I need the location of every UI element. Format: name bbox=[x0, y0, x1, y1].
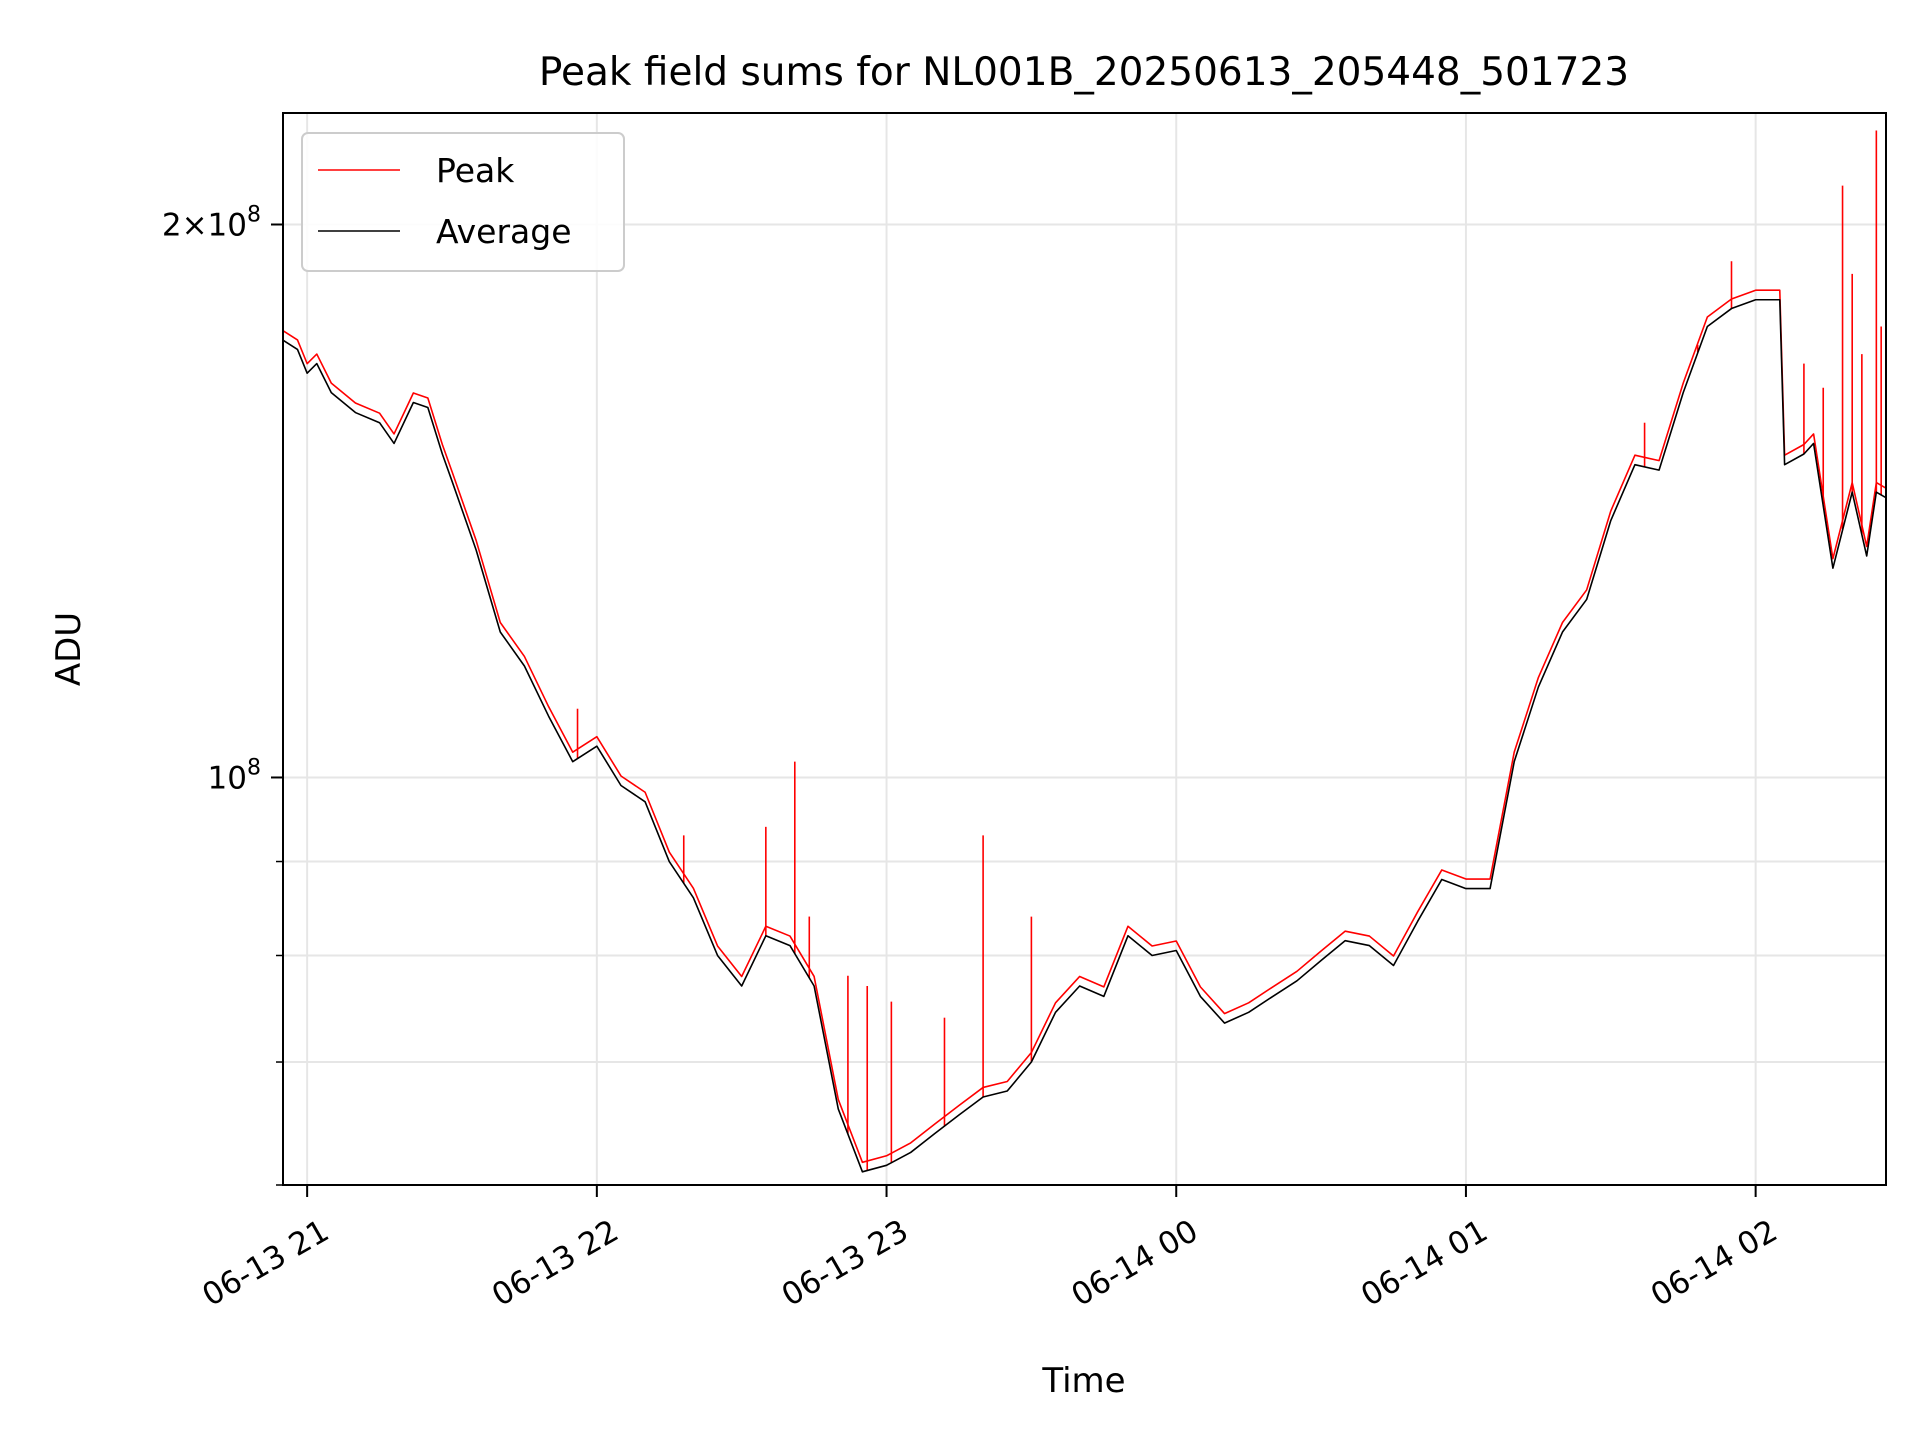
series bbox=[282, 130, 1887, 1173]
x-axis-label: Time bbox=[1041, 1361, 1125, 1401]
legend-label-average: Average bbox=[436, 212, 572, 251]
y-tick-label: 2×108 bbox=[162, 202, 261, 243]
plot-frame bbox=[282, 112, 1887, 1186]
y-tick-label: 108 bbox=[208, 755, 261, 796]
legend-box bbox=[301, 132, 625, 272]
peak-series-line bbox=[282, 289, 1887, 1164]
average-series-line bbox=[282, 298, 1887, 1173]
legend: Peak Average bbox=[301, 132, 625, 272]
legend-label-peak: Peak bbox=[436, 151, 515, 190]
chart-title: Peak field sums for NL001B_20250613_2054… bbox=[539, 50, 1629, 95]
y-axis-label: ADU bbox=[49, 612, 89, 686]
